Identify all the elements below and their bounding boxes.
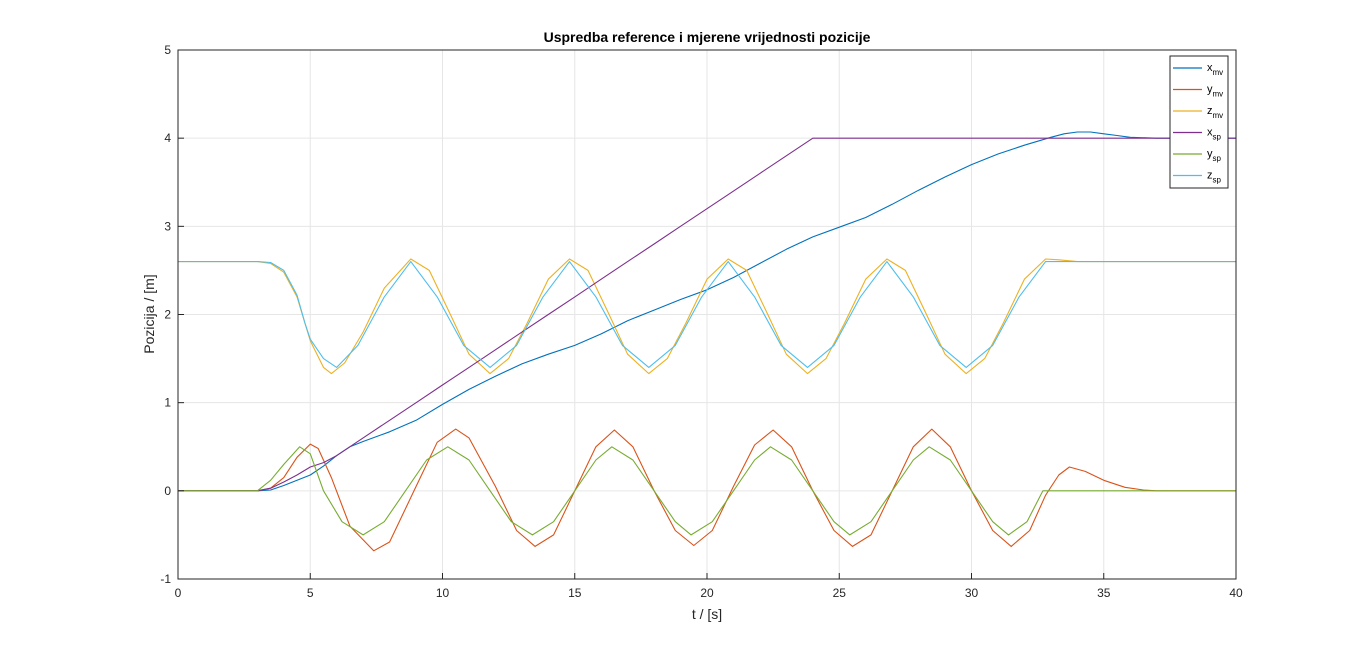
x-tick-label: 0 (175, 586, 182, 600)
y-axis-label: Pozicija / [m] (141, 274, 157, 353)
legend-entry-z-mv: zmv (1207, 105, 1223, 120)
y-axis-ticks: -1 0 1 2 3 4 5 (160, 43, 184, 586)
legend-entry-x-sp: xsp (1207, 127, 1222, 142)
series-line-x-sp (178, 137, 1236, 492)
y-tick-label: -1 (160, 572, 171, 586)
legend-box (1169, 55, 1229, 189)
series-line-y-mv (178, 428, 1236, 552)
chart-title: Uspredba reference i mjerene vrijednosti… (544, 29, 871, 45)
x-tick-label: 40 (1229, 586, 1243, 600)
y-tick-label: 3 (164, 219, 171, 233)
series-line-z-sp (178, 261, 1236, 368)
legend-entry-y-sp: ysp (1207, 148, 1222, 163)
x-tick-label: 15 (568, 586, 582, 600)
legend-entry-z-sp: zsp (1207, 170, 1222, 185)
y-tick-label: 1 (164, 396, 171, 410)
y-tick-label: 0 (164, 484, 171, 498)
series-line-z-mv (178, 258, 1236, 375)
x-axis-ticks: 0 5 10 15 20 25 30 35 40 (175, 573, 1243, 600)
x-tick-label: 25 (833, 586, 847, 600)
x-tick-label: 20 (700, 586, 714, 600)
legend-entry-y-mv: ymv (1207, 84, 1223, 99)
x-tick-label: 10 (436, 586, 450, 600)
series-lines (178, 131, 1236, 552)
series-line-y-sp (178, 446, 1236, 536)
x-axis-label: t / [s] (692, 606, 722, 622)
y-tick-label: 4 (164, 131, 171, 145)
x-tick-label: 35 (1097, 586, 1111, 600)
x-tick-label: 30 (965, 586, 979, 600)
x-tick-label: 5 (307, 586, 314, 600)
y-tick-label: 5 (164, 43, 171, 57)
y-tick-label: 2 (164, 308, 171, 322)
legend-entry-x-mv: xmv (1207, 62, 1223, 77)
legend: xmv ymv zmv xsp ysp zsp (1169, 55, 1229, 189)
